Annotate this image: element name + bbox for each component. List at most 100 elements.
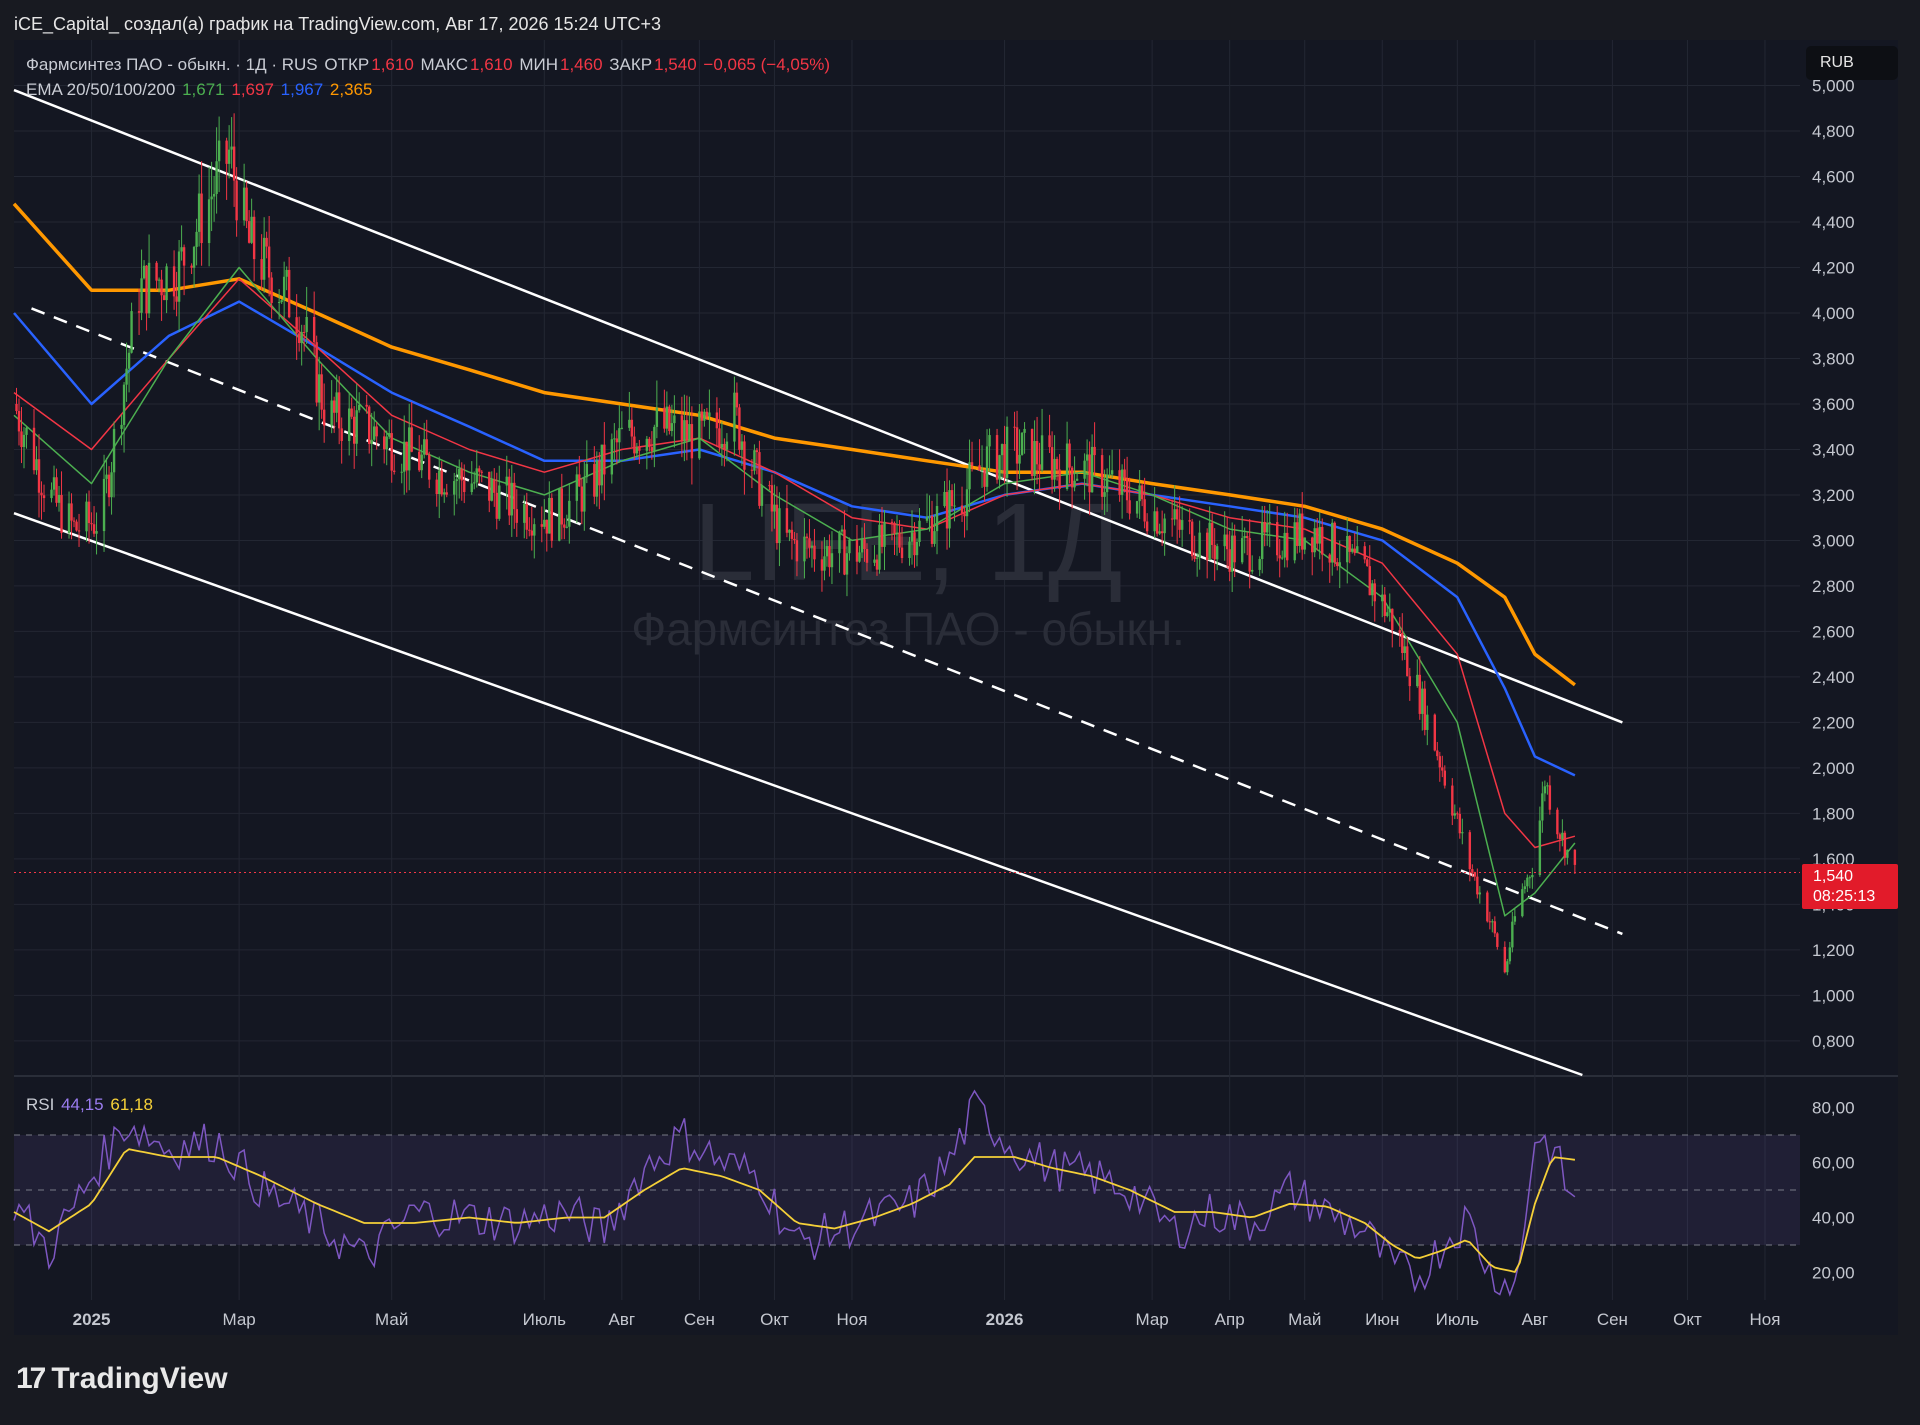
time-tick-label: Окт (1673, 1310, 1702, 1329)
candle-body (680, 415, 684, 442)
candle-body (610, 439, 614, 475)
candle-body (90, 523, 93, 525)
candle-body (1058, 469, 1061, 489)
candle-body (72, 520, 76, 522)
price-tick-label: 2,600 (1812, 622, 1855, 641)
candle-body (347, 408, 351, 442)
candle-body (1438, 756, 1441, 768)
candle-body (988, 435, 991, 447)
candle-body (1085, 454, 1089, 461)
candle-body (1003, 444, 1006, 478)
rsi-legend[interactable]: RSI 44,15 61,18 (26, 1095, 155, 1115)
candle-body (1313, 528, 1316, 553)
candle-body (700, 411, 704, 421)
candle-body (1468, 832, 1472, 870)
candle-body (950, 490, 954, 507)
candle-body (330, 400, 333, 426)
currency-button[interactable]: RUB (1806, 46, 1898, 80)
candle-body (87, 501, 91, 524)
candle-body (823, 556, 826, 571)
candle-body (295, 317, 298, 334)
candle-body (808, 538, 811, 548)
candle-body (445, 492, 448, 495)
candle-body (1356, 546, 1359, 554)
candle-body (773, 504, 776, 512)
candle-body (715, 412, 719, 429)
channel-upper-line (13, 88, 1623, 724)
candle-body (998, 455, 1001, 480)
candle-body (1208, 522, 1211, 561)
candle-body (370, 439, 373, 444)
candle-body (1476, 876, 1479, 895)
candle-body (207, 199, 211, 244)
candle-body (1180, 520, 1184, 530)
candle-body (690, 424, 694, 459)
candle-body (1050, 447, 1054, 480)
candle-body (337, 392, 341, 429)
candle-body (883, 521, 886, 547)
candle-body (1303, 537, 1306, 550)
candle-body (67, 503, 71, 533)
candle-body (935, 506, 939, 532)
rsi-label: RSI (26, 1095, 55, 1114)
time-tick-label: Сен (1597, 1310, 1628, 1329)
candle-body (863, 539, 866, 550)
candle-body (1346, 535, 1349, 563)
symbol-legend[interactable]: Фармсинтез ПАО - обыкн. · 1Д · RUS ОТКР 1… (26, 55, 832, 75)
candle-body (1070, 467, 1074, 488)
candle-body (1513, 916, 1517, 922)
rsi-tick-label: 20,00 (1812, 1264, 1855, 1283)
rsi-value: 44,15 (61, 1095, 104, 1114)
price-tick-label: 3,600 (1812, 395, 1855, 414)
candle-body (1015, 427, 1019, 464)
candle-body (235, 180, 238, 221)
candle-body (525, 504, 528, 530)
candle-body (367, 406, 371, 444)
candle-body (965, 489, 969, 517)
candle-body (595, 460, 599, 497)
candle-body (162, 295, 166, 301)
candle-body (122, 384, 126, 425)
candle-body (375, 426, 378, 437)
candle-body (1556, 809, 1559, 835)
candle-body (197, 193, 201, 232)
candle-body (1348, 535, 1351, 552)
candle-body (755, 450, 759, 453)
ema50-value: 1,697 (231, 80, 274, 99)
candle-body (613, 438, 616, 440)
candle-body (910, 532, 914, 542)
ema-legend[interactable]: EMA 20/50/100/200 1,671 1,697 1,967 2,36… (26, 80, 374, 100)
candle-body (505, 476, 508, 486)
candle-body (155, 262, 158, 281)
candle-body (1541, 793, 1544, 821)
candle-body (147, 262, 151, 314)
candles (14, 113, 1800, 976)
candle-body (17, 411, 21, 432)
candle-body (1048, 435, 1051, 448)
candle-body (438, 470, 441, 495)
candle-body (803, 536, 806, 562)
ema100-line (13, 300, 1576, 777)
candle-body (1561, 832, 1564, 840)
candle-body (508, 476, 511, 516)
candle-body (77, 530, 81, 532)
candle-body (453, 481, 456, 495)
candle-body (1245, 536, 1249, 539)
candle-body (1103, 492, 1106, 497)
candle-body (335, 392, 338, 413)
candle-body (75, 521, 78, 531)
candle-body (1075, 478, 1079, 481)
candle-body (635, 447, 639, 454)
time-tick-label: Авг (1522, 1310, 1549, 1329)
price-tick-label: 4,800 (1812, 122, 1855, 141)
candle-body (1528, 877, 1532, 879)
tradingview-logo[interactable]: 17 TradingView (16, 1362, 228, 1396)
candle-body (1055, 458, 1059, 470)
candle-body (1366, 559, 1369, 567)
candle-body (985, 446, 989, 487)
candle-body (385, 436, 388, 450)
candle-body (1391, 608, 1394, 631)
candle-body (1526, 877, 1529, 887)
candle-body (245, 187, 248, 222)
